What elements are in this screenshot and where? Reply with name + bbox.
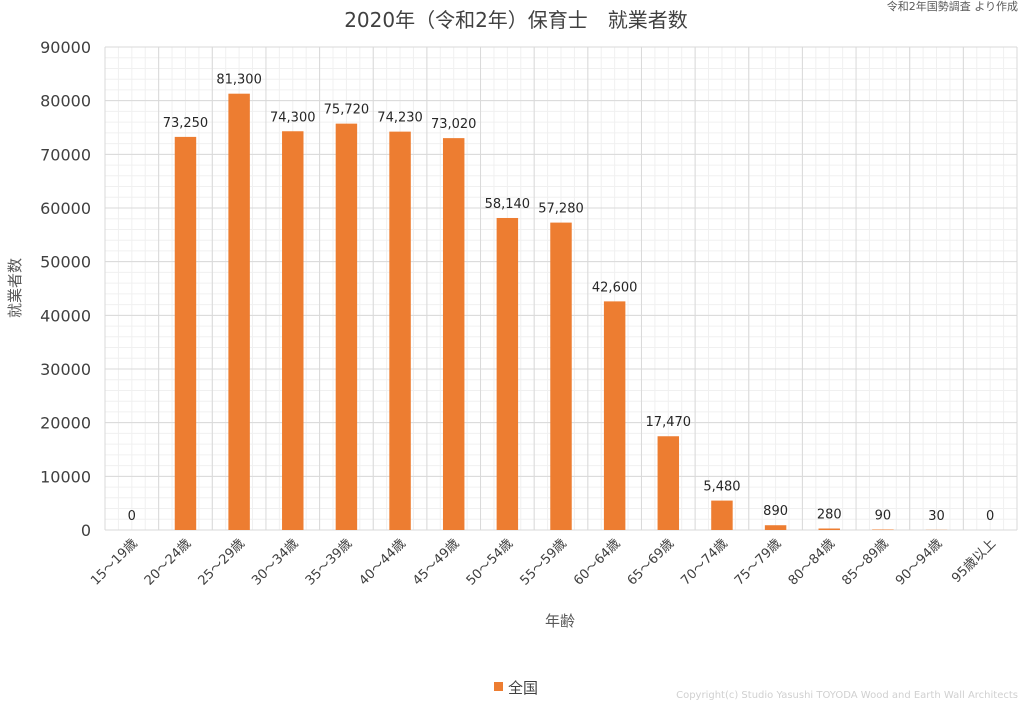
data-label: 73,250 — [163, 116, 209, 131]
x-tick-label: 20～24歳 — [142, 536, 194, 588]
data-label: 75,720 — [324, 103, 370, 118]
x-tick-label: 85～89歳 — [839, 536, 891, 588]
x-tick-label: 35～39歳 — [303, 536, 355, 588]
bar — [550, 222, 572, 530]
bar — [389, 131, 411, 531]
x-tick-label: 50～54歳 — [464, 536, 516, 588]
data-label: 0 — [128, 509, 136, 524]
x-tick-label: 15～19歳 — [88, 536, 140, 588]
x-tick-label: 65～69歳 — [625, 536, 677, 588]
bar — [818, 528, 840, 530]
bars — [174, 93, 948, 531]
bar — [335, 123, 358, 531]
x-tick-label: 90～94歳 — [893, 536, 945, 588]
data-label: 73,020 — [431, 117, 477, 132]
y-tick-label: 70000 — [40, 145, 91, 164]
y-tick-label: 40000 — [40, 306, 91, 325]
bar — [657, 436, 680, 530]
data-label: 90 — [875, 509, 892, 524]
bar — [174, 136, 197, 530]
source-note: 令和2年国勢調査 より作成 — [887, 0, 1018, 13]
copyright-notice: Copyright(c) Studio Yasushi TOYODA Wood … — [676, 690, 1018, 701]
x-tick-label: 25～29歳 — [196, 536, 248, 588]
y-tick-label: 50000 — [40, 253, 91, 272]
data-label: 30 — [928, 509, 945, 524]
bar — [228, 93, 250, 530]
x-tick-label: 75～79歳 — [732, 536, 784, 588]
y-tick-label: 90000 — [40, 38, 91, 57]
bar — [603, 301, 626, 530]
bar — [496, 217, 519, 530]
x-tick-label: 45～49歳 — [410, 536, 462, 588]
data-label: 5,480 — [703, 480, 740, 495]
y-axis-ticks: 0 10000 20000 30000 40000 50000 60000 70000 8000… — [40, 38, 91, 540]
x-axis-title: 年齢 — [545, 612, 575, 630]
x-axis-ticks: 15～19歳 20～24歳 25～29歳 30～34歳 35～39歳 40～44歳 45～4… — [88, 536, 999, 588]
bar — [282, 131, 304, 531]
data-label: 74,300 — [270, 110, 316, 125]
legend: 全国 — [494, 679, 538, 697]
bar — [764, 525, 787, 530]
data-label: 74,230 — [377, 111, 423, 126]
chart-title: 2020年（令和2年）保育士 就業者数 — [344, 8, 688, 32]
data-labels: 0 73,250 81,300 74,300 75,720 74,230 73,020 58,… — [128, 73, 995, 524]
legend-label: 全国 — [508, 679, 538, 697]
data-label: 0 — [986, 509, 994, 524]
x-tick-label: 95歳以上 — [949, 536, 999, 586]
data-label: 81,300 — [216, 73, 262, 88]
data-label: 890 — [763, 504, 788, 519]
x-tick-label: 70～74歳 — [678, 536, 730, 588]
x-tick-label: 40～44歳 — [356, 536, 408, 588]
y-tick-label: 60000 — [40, 199, 91, 218]
y-tick-label: 20000 — [40, 414, 91, 433]
x-tick-label: 55～59歳 — [517, 536, 569, 588]
data-label: 57,280 — [538, 202, 584, 217]
x-tick-label: 30～34歳 — [249, 536, 301, 588]
y-axis-title: 就業者数 — [6, 258, 24, 318]
data-label: 58,140 — [485, 197, 531, 212]
bar — [442, 138, 465, 530]
x-tick-label: 80～84歳 — [786, 536, 838, 588]
data-label: 42,600 — [592, 280, 638, 295]
data-label: 280 — [817, 507, 842, 522]
legend-swatch — [494, 682, 503, 691]
y-tick-label: 10000 — [40, 467, 91, 486]
y-tick-label: 0 — [81, 521, 91, 540]
data-label: 17,470 — [646, 415, 692, 430]
y-tick-label: 30000 — [40, 360, 91, 379]
bar — [711, 500, 733, 530]
x-tick-label: 60～64歳 — [571, 536, 623, 588]
y-tick-label: 80000 — [40, 92, 91, 111]
